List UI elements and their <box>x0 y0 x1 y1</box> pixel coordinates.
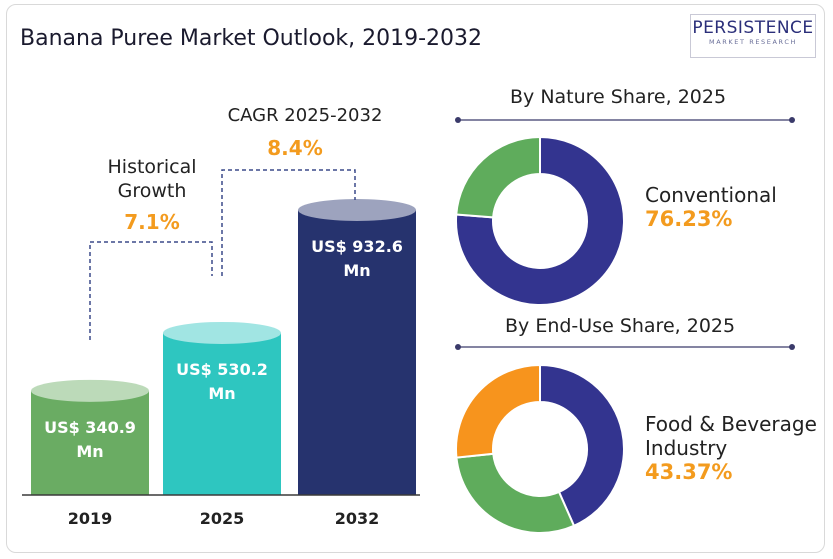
enduse-donut-chart <box>455 364 625 534</box>
donut-slice <box>455 364 541 459</box>
bar-value-label: Mn <box>208 384 235 403</box>
nature-divider <box>455 117 795 123</box>
bar-value-label: US$ 932.6 <box>311 237 403 256</box>
enduse-share-title: By End-Use Share, 2025 <box>505 315 736 337</box>
bar-cap-2025 <box>163 321 281 344</box>
x-tick-label: 2025 <box>200 509 245 528</box>
cagr-connector <box>221 169 356 276</box>
enduse-highlight-label-1: Food & Beverage <box>645 412 817 436</box>
bar-value-label: US$ 530.2 <box>176 360 268 379</box>
nature-donut-chart <box>455 136 625 306</box>
enduse-highlight: Food & Beverage Industry 43.37% <box>645 412 817 484</box>
bar-2025 <box>163 332 281 495</box>
historical-connector <box>89 241 213 340</box>
enduse-highlight-label-2: Industry <box>645 436 728 460</box>
bar-cap-2032 <box>298 199 416 221</box>
enduse-highlight-value: 43.37% <box>645 460 733 484</box>
bar-2019 <box>31 390 149 495</box>
bar-value-label: Mn <box>76 442 103 461</box>
enduse-divider <box>455 344 795 350</box>
historical-label-line2: Growth <box>117 180 187 202</box>
page-title: Banana Puree Market Outlook, 2019-2032 <box>20 26 483 51</box>
historical-label-line1: Historical <box>107 156 197 178</box>
cagr-label: CAGR 2025-2032 <box>227 105 383 126</box>
bar-chart: US$ 340.9 Mn 2019 US$ 530.2 Mn 2025 US$ 932.6 M… <box>22 169 420 528</box>
bar-cap-2019 <box>31 379 149 402</box>
donut-slice <box>455 136 541 219</box>
x-tick-label: 2019 <box>68 509 113 528</box>
x-tick-label: 2032 <box>335 509 380 528</box>
nature-highlight-label: Conventional <box>645 183 777 207</box>
bar-value-label: US$ 340.9 <box>44 418 136 437</box>
bar-value-label: Mn <box>343 261 370 280</box>
bar-2032 <box>298 210 416 495</box>
logo-main-text: PERSISTENCE <box>692 18 814 38</box>
donut-slice <box>455 136 625 306</box>
donut-slice <box>539 364 625 528</box>
nature-highlight: Conventional 76.23% <box>645 183 777 231</box>
historical-growth-value: 7.1% <box>124 210 180 234</box>
nature-highlight-value: 76.23% <box>645 207 733 231</box>
nature-share-title: By Nature Share, 2025 <box>510 86 727 108</box>
donut-slice <box>455 452 576 534</box>
cagr-value: 8.4% <box>267 136 323 160</box>
brand-logo: PERSISTENCE MARKET RESEARCH <box>690 14 816 58</box>
logo-sub-text: MARKET RESEARCH <box>709 38 797 46</box>
historical-growth-label: Historical Growth <box>98 155 206 203</box>
